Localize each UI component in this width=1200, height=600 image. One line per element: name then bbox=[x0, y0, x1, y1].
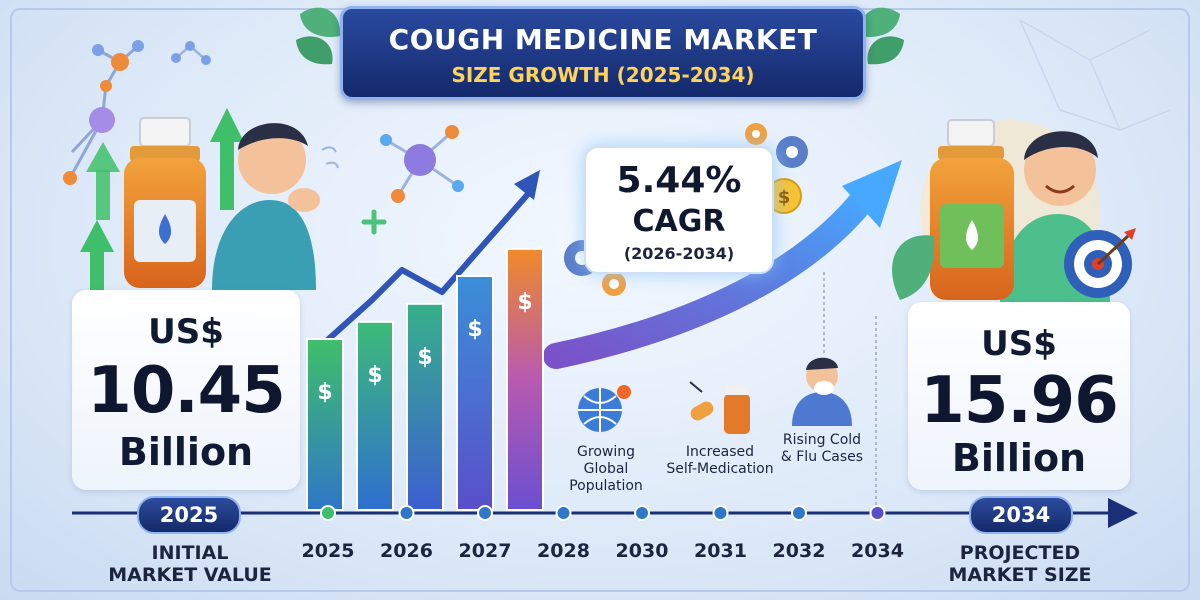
trend-arrow-icon bbox=[309, 170, 540, 357]
cagr-period: (2026-2034) bbox=[623, 244, 735, 263]
driver-line: Self-Medication bbox=[666, 461, 774, 477]
page-title: COUGH MEDICINE MARKET bbox=[388, 23, 818, 56]
cough-syrup-bottle-icon bbox=[124, 117, 206, 288]
initial-value-panel: US$ 10.45 Billion bbox=[72, 290, 300, 490]
cagr-value: 5.44% bbox=[616, 160, 742, 201]
bar-symbol: $ bbox=[367, 363, 382, 388]
driver-line: Growing bbox=[577, 444, 635, 460]
caption-line: INITIAL bbox=[151, 542, 229, 564]
tick-label-2028: 2028 bbox=[537, 540, 590, 562]
plus-icon bbox=[361, 209, 387, 235]
bar-2030 bbox=[506, 247, 544, 511]
timeline-dot-2026 bbox=[398, 505, 415, 521]
sick-person-icon bbox=[792, 357, 852, 426]
driver-population: Growing Global Population bbox=[546, 444, 666, 495]
timeline-dot-2028 bbox=[555, 505, 572, 521]
driver-line: Population bbox=[569, 478, 643, 494]
caption-line: MARKET SIZE bbox=[948, 564, 1092, 586]
projected-year-pill: 2034 bbox=[969, 496, 1073, 534]
bar-2025 bbox=[306, 338, 344, 511]
page-subtitle: SIZE GROWTH (2025-2034) bbox=[451, 63, 755, 87]
tick-label-2032: 2032 bbox=[772, 540, 826, 562]
projected-value-panel: US$ 15.96 Billion bbox=[908, 302, 1130, 490]
projected-caption: PROJECTED MARKET SIZE bbox=[920, 542, 1120, 586]
bar-symbol: $ bbox=[517, 290, 532, 315]
title-plate: COUGH MEDICINE MARKET SIZE GROWTH (2025-… bbox=[340, 6, 866, 100]
timeline-dot-2034 bbox=[869, 505, 886, 521]
initial-value: 10.45 bbox=[87, 354, 285, 428]
driver-line: Rising Cold bbox=[782, 432, 862, 448]
gear-icon bbox=[602, 123, 767, 296]
bar-symbol: $ bbox=[417, 345, 432, 370]
tick-label-2031: 2031 bbox=[694, 540, 747, 562]
bar-symbol: $ bbox=[467, 317, 482, 342]
projected-value: 15.96 bbox=[920, 364, 1118, 438]
target-icon bbox=[1064, 228, 1136, 298]
driver-self-medication: Increased Self-Medication bbox=[660, 444, 780, 478]
bar-2026 bbox=[356, 320, 394, 511]
caption-line: MARKET VALUE bbox=[108, 564, 272, 586]
cagr-callout: 5.44% CAGR (2026-2034) bbox=[584, 146, 774, 274]
initial-unit: Billion bbox=[118, 430, 254, 474]
cough-syrup-bottle-icon bbox=[930, 119, 1014, 300]
bar-2027 bbox=[406, 302, 444, 511]
initial-year-pill: 2025 bbox=[137, 496, 241, 534]
leaf-icon bbox=[892, 235, 935, 300]
projected-unit: Billion bbox=[951, 436, 1087, 480]
tick-label-2025: 2025 bbox=[301, 540, 355, 562]
tick-label-2027: 2027 bbox=[458, 540, 512, 562]
tick-label-2034: 2034 bbox=[851, 540, 904, 562]
driver-line: Global bbox=[583, 461, 629, 477]
driver-line: Increased bbox=[685, 444, 755, 460]
tick-label-2026: 2026 bbox=[380, 540, 433, 562]
timeline-dot-2032 bbox=[791, 505, 807, 521]
initial-currency: US$ bbox=[148, 312, 224, 352]
bar-2028 bbox=[456, 275, 494, 511]
globe-icon bbox=[578, 385, 631, 432]
timeline-dot-2025 bbox=[320, 505, 336, 521]
projected-currency: US$ bbox=[981, 324, 1057, 364]
up-arrow-icon bbox=[80, 108, 244, 290]
leaf-icon bbox=[296, 7, 904, 65]
coughing-person-illustration bbox=[212, 123, 339, 290]
medicine-bottle-icon bbox=[689, 381, 750, 434]
initial-caption: INITIAL MARKET VALUE bbox=[90, 542, 290, 586]
svg-text:$: $ bbox=[778, 187, 791, 208]
tick-label-2030: 2030 bbox=[615, 540, 669, 562]
driver-cold-flu: Rising Cold & Flu Cases bbox=[762, 432, 882, 466]
driver-line: & Flu Cases bbox=[780, 449, 864, 465]
timeline-dot-2030 bbox=[634, 505, 650, 521]
timeline-dot-2031 bbox=[712, 505, 729, 521]
caption-line: PROJECTED bbox=[959, 542, 1081, 564]
growth-arrow-icon bbox=[543, 160, 902, 369]
timeline-dot-2027 bbox=[477, 505, 493, 521]
cagr-label: CAGR bbox=[632, 204, 726, 239]
bar-symbol: $ bbox=[317, 380, 332, 405]
